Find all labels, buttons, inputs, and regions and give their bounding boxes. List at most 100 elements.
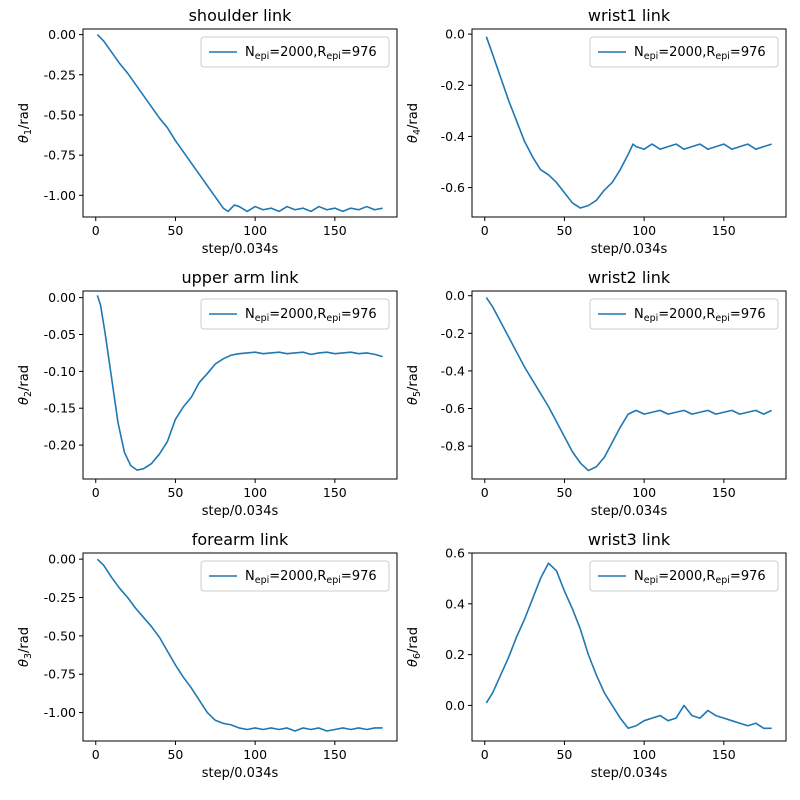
y-tick-label: -0.05: [44, 327, 76, 342]
series-line: [485, 36, 772, 209]
subplot-title: wrist2 link: [588, 268, 671, 287]
x-axis-label: step/0.034s: [202, 504, 279, 519]
x-tick-label: 50: [556, 747, 572, 762]
legend: Nepi=2000,Repi=976: [589, 36, 779, 68]
y-tick-label: 0.0: [445, 288, 465, 303]
legend-box: [589, 560, 779, 592]
x-tick-label: 150: [323, 747, 347, 762]
x-tick-label: 0: [92, 223, 100, 238]
y-tick-label: -0.2: [441, 326, 465, 341]
legend: Nepi=2000,Repi=976: [589, 560, 779, 592]
series-line: [485, 562, 772, 730]
x-tick-label: 50: [167, 223, 183, 238]
legend: Nepi=2000,Repi=976: [589, 298, 779, 330]
subplot-2: wrist1 link 0 50 100 150 0.0 -0.2 -0.4 -0.6 step/…: [406, 6, 787, 257]
y-tick-label: -0.75: [44, 148, 76, 163]
legend: Nepi=2000,Repi=976: [200, 36, 390, 68]
y-tick-label: 0.6: [445, 546, 465, 561]
subplot-title: wrist1 link: [588, 6, 671, 25]
y-tick-label: -0.15: [44, 401, 76, 416]
subplot-4: wrist2 link 0 50 100 150 0.0 -0.2 -0.4 -0.6 -0.8 s…: [406, 268, 787, 519]
y-tick-label: -0.25: [44, 590, 76, 605]
x-tick-label: 100: [243, 747, 267, 762]
x-tick-label: 0: [481, 223, 489, 238]
y-tick-label: -0.4: [441, 129, 465, 144]
x-tick-label: 50: [167, 747, 183, 762]
legend-box: [200, 36, 390, 68]
x-tick-label: 150: [712, 485, 736, 500]
x-tick-label: 0: [92, 485, 100, 500]
series-line: [96, 558, 383, 732]
legend-box: [589, 298, 779, 330]
subplot-5: forearm link 0 50 100 150 0.00 -0.25 -0.50 -0.75…: [17, 530, 398, 781]
x-tick-label: 0: [481, 485, 489, 500]
x-tick-label: 150: [323, 223, 347, 238]
subplot-6: wrist3 link 0 50 100 150 0.6 0.4 0.2 0.0 step/0.0…: [406, 530, 787, 781]
y-tick-label: 0.00: [48, 27, 76, 42]
legend-box: [200, 298, 390, 330]
subplot-title: forearm link: [192, 530, 289, 549]
y-tick-label: 0.4: [445, 596, 465, 611]
legend: Nepi=2000,Repi=976: [200, 560, 390, 592]
x-tick-label: 50: [167, 485, 183, 500]
y-axis-label: θ6/rad: [406, 627, 423, 667]
x-axis-label: step/0.034s: [591, 242, 668, 257]
subplot-title: shoulder link: [189, 6, 293, 25]
legend-label: Nepi=2000,Repi=976: [245, 307, 377, 324]
subplot-3: upper arm link 0 50 100 150 0.00 -0.05 -0.10 -0.…: [17, 268, 398, 519]
y-axis-label: θ1/rad: [17, 103, 34, 143]
x-tick-label: 100: [632, 223, 656, 238]
y-tick-label: 0.00: [48, 290, 76, 305]
y-axis-label: θ4/rad: [406, 103, 423, 143]
y-tick-label: -1.00: [44, 188, 76, 203]
y-tick-label: 0.2: [445, 647, 465, 662]
x-tick-label: 0: [92, 747, 100, 762]
x-tick-label: 100: [632, 485, 656, 500]
y-tick-label: -0.50: [44, 628, 76, 643]
series-line: [96, 34, 383, 213]
axes-frame: [471, 290, 787, 480]
legend-label: Nepi=2000,Repi=976: [634, 307, 766, 324]
y-tick-label: -0.10: [44, 364, 76, 379]
legend-label: Nepi=2000,Repi=976: [634, 569, 766, 586]
y-axis-label: θ3/rad: [17, 627, 34, 667]
legend-box: [589, 36, 779, 68]
x-tick-label: 150: [712, 747, 736, 762]
x-tick-label: 150: [323, 485, 347, 500]
x-axis-label: step/0.034s: [202, 766, 279, 781]
y-tick-label: -0.4: [441, 363, 465, 378]
y-tick-label: -0.6: [441, 180, 465, 195]
x-tick-label: 50: [556, 223, 572, 238]
y-tick-label: 0.00: [48, 552, 76, 567]
y-tick-label: -0.25: [44, 67, 76, 82]
y-tick-label: -0.75: [44, 667, 76, 682]
y-tick-label: -0.8: [441, 439, 465, 454]
x-tick-label: 100: [243, 485, 267, 500]
x-axis-label: step/0.034s: [591, 504, 668, 519]
x-tick-label: 0: [481, 747, 489, 762]
axes-frame: [471, 28, 787, 218]
legend: Nepi=2000,Repi=976: [200, 298, 390, 330]
legend-box: [200, 560, 390, 592]
series-line: [485, 297, 772, 472]
legend-label: Nepi=2000,Repi=976: [245, 45, 377, 62]
x-tick-label: 100: [632, 747, 656, 762]
subplot-1: shoulder link 0 50 100 150 0.00 -0.25 -0.50 -0.7…: [17, 6, 398, 257]
y-axis-label: θ5/rad: [406, 365, 423, 405]
x-tick-label: 50: [556, 485, 572, 500]
y-tick-label: -0.2: [441, 78, 465, 93]
axes-frame: [471, 552, 787, 742]
y-tick-label: 0.0: [445, 698, 465, 713]
series-line: [96, 295, 383, 471]
subplot-title: upper arm link: [181, 268, 299, 287]
legend-label: Nepi=2000,Repi=976: [245, 569, 377, 586]
y-tick-label: 0.0: [445, 27, 465, 42]
legend-label: Nepi=2000,Repi=976: [634, 45, 766, 62]
x-tick-label: 100: [243, 223, 267, 238]
y-tick-label: -0.50: [44, 107, 76, 122]
axes-frame: [82, 552, 398, 742]
subplot-title: wrist3 link: [588, 530, 671, 549]
